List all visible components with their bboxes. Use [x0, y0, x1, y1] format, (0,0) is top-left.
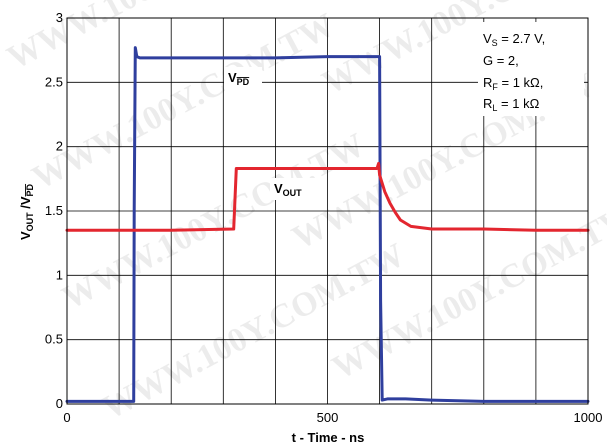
- y-tick-label: 1: [56, 267, 63, 282]
- series-label-vpd-text: VPD: [228, 70, 250, 87]
- y-axis-label-sub2: PD: [25, 183, 35, 196]
- y-tick-label: 2.5: [45, 74, 63, 89]
- series-label-vout-background: [270, 178, 316, 200]
- series-label-vout: VOUT: [270, 178, 316, 200]
- y-tick-label: 2: [56, 139, 63, 154]
- ticks: 0 0.5 1 1.5 2 2.5 3 0 500 1000: [45, 10, 603, 425]
- x-tick-label: 500: [317, 410, 339, 425]
- series-label-vout-text: VOUT: [274, 181, 302, 198]
- condition-rf: RF = 1 kΩ,: [483, 75, 543, 92]
- y-axis-label-sub1: OUT: [25, 212, 35, 232]
- series-line-vout: [65, 161, 590, 232]
- y-axis-label-v2: /V: [18, 196, 33, 212]
- condition-gain: G = 2,: [483, 53, 519, 68]
- x-tick-label: 1000: [574, 410, 603, 425]
- watermark-6: WWW.100Y.COM.TW: [326, 196, 607, 387]
- y-tick-label: 0.5: [45, 332, 63, 347]
- y-tick-label: 0: [56, 396, 63, 411]
- conditions-box: VS = 2.7 V, G = 2, RF = 1 kΩ, RL = 1 kΩ: [478, 22, 584, 116]
- y-tick-label: 1.5: [45, 203, 63, 218]
- x-tick-label: 0: [63, 410, 70, 425]
- series-line-vpd: [65, 46, 590, 403]
- y-axis-label: VOUT /VPD: [18, 183, 35, 240]
- series: [65, 46, 590, 403]
- condition-rl: RL = 1 kΩ: [483, 96, 540, 113]
- y-tick-label: 3: [56, 10, 63, 25]
- plot-frame: [66, 17, 589, 405]
- series-label-vpd: VPD: [224, 67, 262, 89]
- condition-vs: VS = 2.7 V,: [483, 31, 545, 48]
- conditions-background: [478, 22, 584, 116]
- series-label-vpd-background: [224, 67, 262, 89]
- x-axis-label: t - Time - ns: [292, 430, 365, 445]
- y-axis-label-v1: V: [18, 231, 33, 240]
